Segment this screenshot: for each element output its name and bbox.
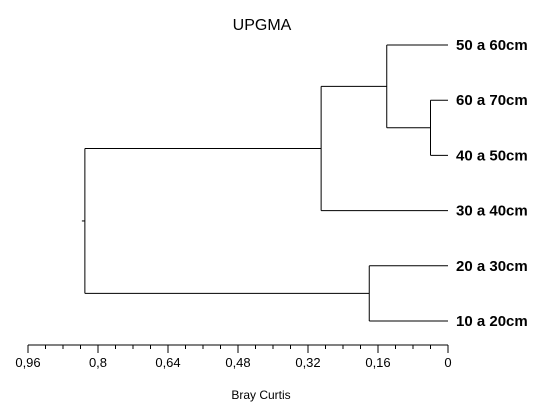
x-tick-label-0: 0,96: [15, 355, 40, 370]
branch-group: [81, 44, 448, 322]
x-tick-label-3: 0,48: [225, 355, 250, 370]
leaf-label-0: 50 a 60cm: [456, 37, 528, 54]
leaf-label-5: 10 a 20cm: [456, 313, 528, 330]
x-tick-label-2: 0,64: [155, 355, 180, 370]
leaf-label-group: 50 a 60cm 60 a 70cm 40 a 50cm 30 a 40cm 20 a…: [456, 37, 528, 330]
leaf-label-4: 20 a 30cm: [456, 258, 528, 275]
leaf-label-1: 60 a 70cm: [456, 92, 528, 109]
chart-title: UPGMA: [233, 17, 292, 34]
x-tick-label-6: 0: [444, 355, 451, 370]
leaf-label-2: 40 a 50cm: [456, 147, 528, 164]
x-axis: 0,96 0,8 0,64 0,48 0,32 0,16 0: [15, 344, 452, 370]
x-tick-label-5: 0,16: [365, 355, 390, 370]
x-tick-label-4: 0,32: [295, 355, 320, 370]
x-axis-label: Bray Curtis: [231, 388, 290, 402]
x-tick-label-1: 0,8: [89, 355, 107, 370]
leaf-label-3: 30 a 40cm: [456, 203, 528, 220]
